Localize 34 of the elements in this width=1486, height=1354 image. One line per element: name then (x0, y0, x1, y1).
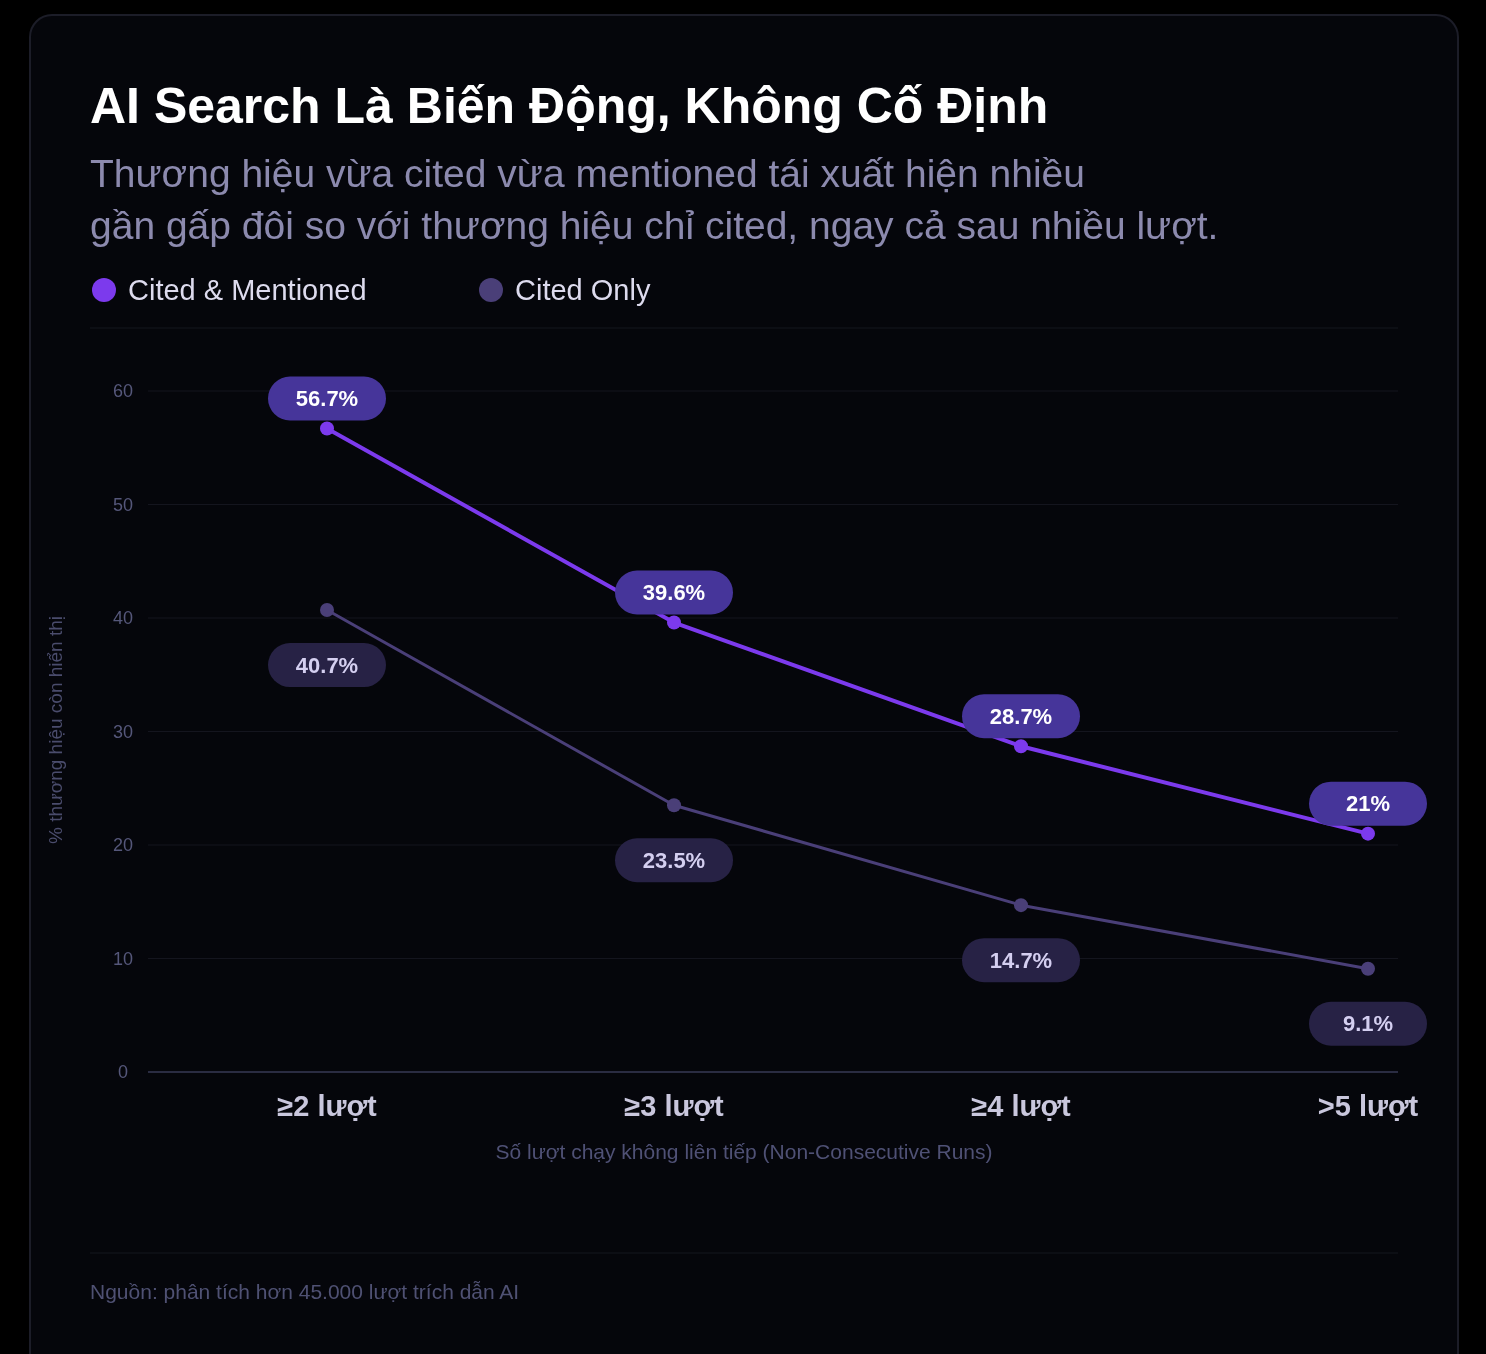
data-label: 28.7% (989, 703, 1053, 729)
y-tick-label: 10 (112, 948, 134, 969)
chart-subtitle: Thương hiệu vừa cited vừa mentioned tái xuất hiện nhiều gần gấp đôi so với thương hiệu chỉ cited, ngay cả sau nhiều lượt. (90, 152, 1219, 247)
data-label: 14.7% (989, 947, 1053, 973)
point (667, 798, 681, 813)
data-label: 40.7% (295, 652, 359, 678)
point (1014, 898, 1028, 913)
y-tick-label: 40 (112, 608, 134, 629)
point (1014, 739, 1028, 754)
x-axis-title: Số lượt chạy không liên tiếp (Non-Consecutive Runs) (495, 1140, 993, 1163)
y-tick-label: 50 (112, 494, 134, 515)
y-tick-label: 30 (112, 721, 134, 742)
point (320, 603, 334, 618)
data-label: 23.5% (642, 847, 706, 873)
x-tick-label: >5 lượt (1317, 1090, 1419, 1122)
data-label: 9.1% (1342, 1011, 1394, 1037)
x-tick-label: ≥3 lượt (624, 1090, 725, 1122)
data-label: 56.7% (295, 386, 359, 412)
y-axis-title: % thương hiệu còn hiển thị (45, 616, 66, 844)
data-label: 21% (1345, 791, 1391, 817)
data-label: 39.6% (642, 580, 706, 606)
legend-label: Cited & Mentioned (128, 274, 367, 306)
point (667, 615, 681, 630)
text: Nguồn: phân tích hơn 45.000 lượt trích dẫn AI (90, 1280, 520, 1303)
y-tick-label: 0 (117, 1062, 129, 1083)
x-tick-label: ≥2 lượt (277, 1090, 378, 1122)
point (1361, 826, 1375, 841)
legend-label: Cited Only (515, 274, 651, 306)
x-tick-label: ≥4 lượt (971, 1090, 1072, 1122)
point (320, 421, 334, 436)
chart-title: AI Search Là Biến Động, Không Cố Định (90, 78, 1049, 134)
y-tick-label: 60 (112, 381, 134, 402)
y-tick-label: 20 (112, 835, 134, 856)
point (1361, 961, 1375, 976)
